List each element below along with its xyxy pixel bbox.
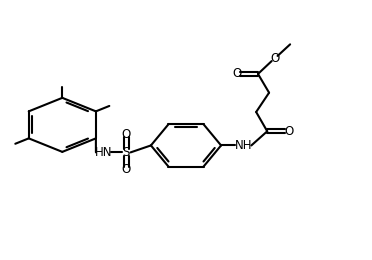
Text: O: O [122, 163, 131, 176]
Text: NH: NH [234, 139, 252, 152]
Text: O: O [284, 125, 293, 138]
Text: O: O [122, 128, 131, 141]
Text: HN: HN [95, 146, 113, 159]
Text: O: O [232, 67, 241, 80]
Text: S: S [122, 146, 130, 159]
Text: O: O [270, 52, 279, 65]
